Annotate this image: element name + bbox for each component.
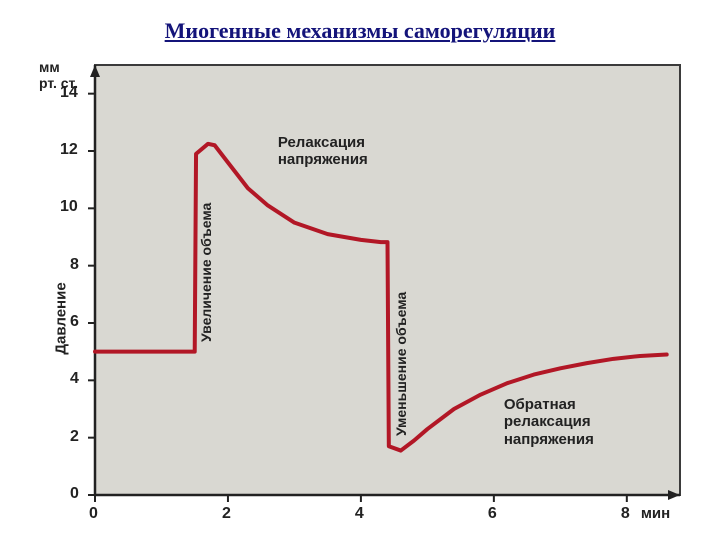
x-tick-label: 0 <box>89 505 98 523</box>
x-tick-label: 2 <box>222 505 231 523</box>
y-axis-label: Давление <box>53 282 70 354</box>
y-tick-label: 12 <box>60 141 78 159</box>
y-tick-label: 6 <box>70 313 79 331</box>
x-tick-label: 4 <box>355 505 364 523</box>
annotation-volume-increase: Увеличение объема <box>198 202 214 341</box>
line-chart <box>0 0 720 540</box>
y-tick-label: 4 <box>70 370 79 388</box>
chart-container: ммрт. ст. Давление 02468 02468101214 мин… <box>0 0 720 540</box>
y-tick-label: 10 <box>60 198 78 216</box>
x-axis-unit: мин <box>641 505 670 522</box>
annotation-stress-relaxation: Релаксациянапряжения <box>278 134 368 169</box>
x-tick-label: 6 <box>488 505 497 523</box>
y-tick-label: 14 <box>60 84 78 102</box>
annotation-volume-decrease: Уменьшение объема <box>393 292 409 436</box>
y-tick-label: 2 <box>70 428 79 446</box>
annotation-reverse-stress-relaxation: Обратнаярелаксациянапряжения <box>504 396 594 448</box>
y-tick-label: 0 <box>70 485 79 503</box>
y-tick-label: 8 <box>70 256 79 274</box>
x-tick-label: 8 <box>621 505 630 523</box>
